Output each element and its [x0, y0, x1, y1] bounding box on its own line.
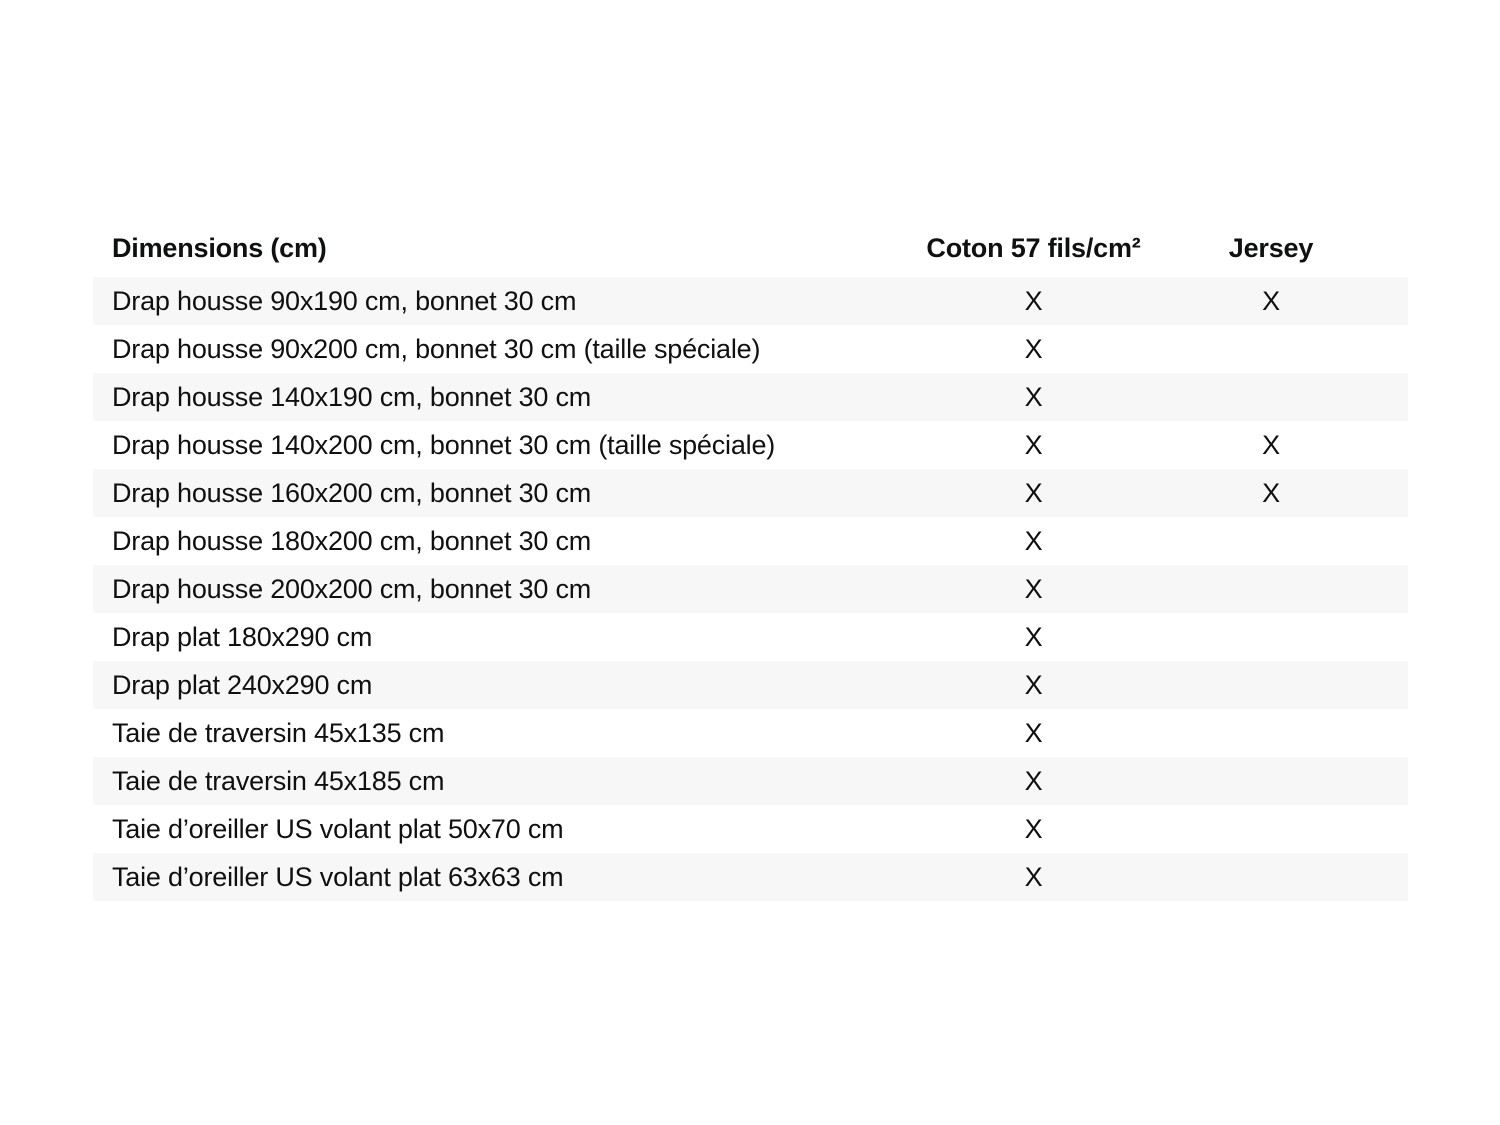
- row-label: Drap housse 140x190 cm, bonnet 30 cm: [112, 381, 592, 412]
- column-header-dimensions: Dimensions (cm): [112, 232, 327, 263]
- coton-availability-mark: X: [1024, 717, 1043, 748]
- row-label: Drap plat 180x290 cm: [112, 621, 373, 652]
- jersey-availability-mark: X: [1262, 285, 1280, 316]
- table-row: Drap plat 180x290 cm X: [93, 613, 1408, 661]
- coton-availability-mark: X: [1024, 285, 1043, 316]
- row-label: Drap housse 140x200 cm, bonnet 30 cm (ta…: [112, 429, 776, 460]
- table-row: Taie de traversin 45x185 cm X: [93, 757, 1408, 805]
- table-row: Drap housse 180x200 cm, bonnet 30 cm X: [93, 517, 1408, 565]
- table-row: Taie d’oreiller US volant plat 63x63 cm …: [93, 853, 1408, 901]
- table-row: Taie d’oreiller US volant plat 50x70 cm …: [93, 805, 1408, 853]
- coton-availability-mark: X: [1024, 861, 1043, 892]
- table-row: Drap housse 140x190 cm, bonnet 30 cm X: [93, 373, 1408, 421]
- coton-availability-mark: X: [1024, 813, 1043, 844]
- column-header-coton: Coton 57 fils/cm²: [926, 232, 1141, 263]
- table-row: Drap housse 90x200 cm, bonnet 30 cm (tai…: [93, 325, 1408, 373]
- size-comparison-table: Dimensions (cm) Coton 57 fils/cm² Jersey…: [93, 219, 1408, 901]
- row-label: Drap plat 240x290 cm: [112, 669, 373, 700]
- row-label: Drap housse 200x200 cm, bonnet 30 cm: [112, 573, 592, 604]
- coton-availability-mark: X: [1024, 765, 1043, 796]
- table-body: Drap housse 90x190 cm, bonnet 30 cm X X …: [93, 277, 1408, 901]
- coton-availability-mark: X: [1024, 573, 1043, 604]
- row-label: Taie d’oreiller US volant plat 50x70 cm: [112, 813, 564, 844]
- table-row: Drap plat 240x290 cm X: [93, 661, 1408, 709]
- coton-availability-mark: X: [1024, 525, 1043, 556]
- column-header-jersey: Jersey: [1228, 232, 1314, 263]
- jersey-availability-mark: X: [1262, 429, 1280, 460]
- row-label: Drap housse 180x200 cm, bonnet 30 cm: [112, 525, 592, 556]
- coton-availability-mark: X: [1024, 477, 1043, 508]
- jersey-availability-mark: X: [1262, 477, 1280, 508]
- row-label: Drap housse 90x190 cm, bonnet 30 cm: [112, 285, 577, 316]
- coton-availability-mark: X: [1024, 669, 1043, 700]
- table-header-row: Dimensions (cm) Coton 57 fils/cm² Jersey: [93, 219, 1408, 277]
- row-label: Drap housse 90x200 cm, bonnet 30 cm (tai…: [112, 333, 761, 364]
- coton-availability-mark: X: [1024, 621, 1043, 652]
- coton-availability-mark: X: [1024, 429, 1043, 460]
- table-row: Drap housse 140x200 cm, bonnet 30 cm (ta…: [93, 421, 1408, 469]
- coton-availability-mark: X: [1024, 333, 1043, 364]
- table-row: Taie de traversin 45x135 cm X: [93, 709, 1408, 757]
- coton-availability-mark: X: [1024, 381, 1043, 412]
- row-label: Drap housse 160x200 cm, bonnet 30 cm: [112, 477, 592, 508]
- table-row: Drap housse 200x200 cm, bonnet 30 cm X: [93, 565, 1408, 613]
- table-row: Drap housse 160x200 cm, bonnet 30 cm X X: [93, 469, 1408, 517]
- row-label: Taie de traversin 45x135 cm: [112, 717, 445, 748]
- row-label: Taie d’oreiller US volant plat 63x63 cm: [112, 861, 564, 892]
- table-row: Drap housse 90x190 cm, bonnet 30 cm X X: [93, 277, 1408, 325]
- row-label: Taie de traversin 45x185 cm: [112, 765, 445, 796]
